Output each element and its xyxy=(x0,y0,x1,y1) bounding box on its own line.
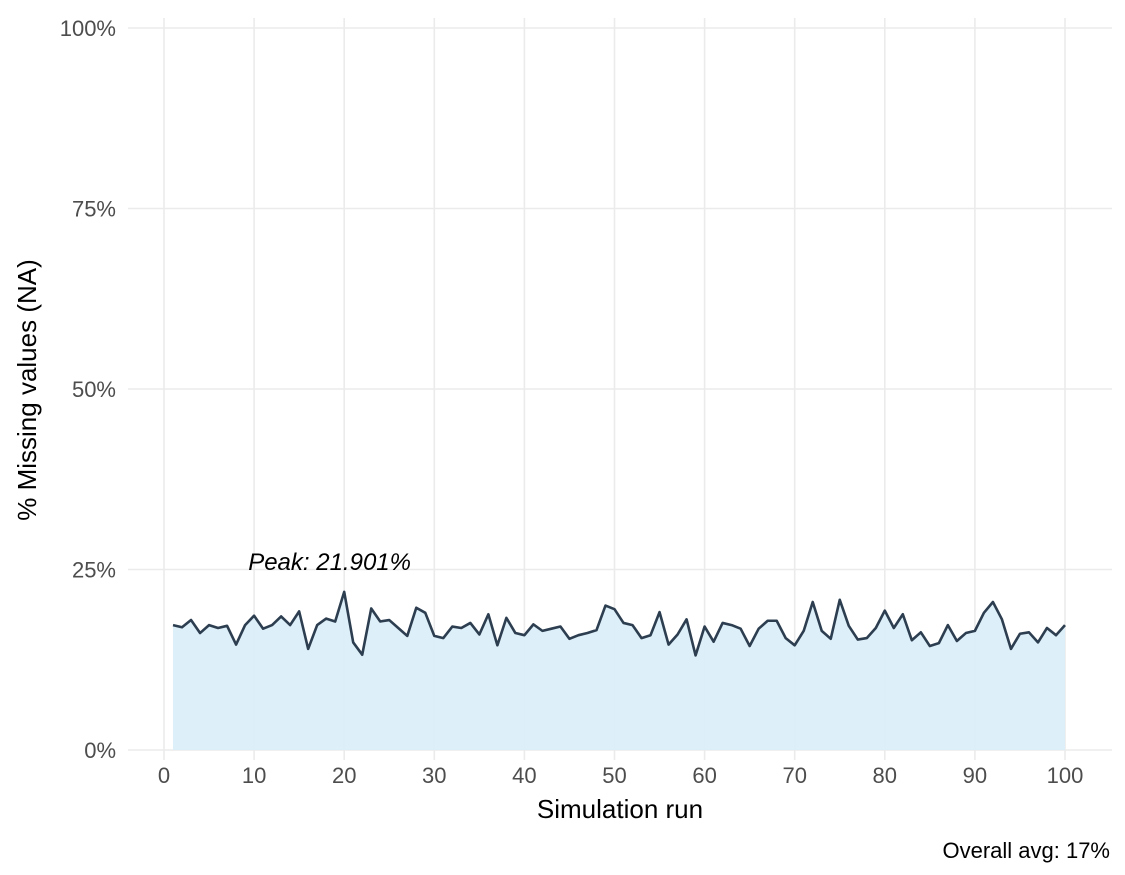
x-tick-label: 50 xyxy=(602,763,626,788)
x-tick-label: 30 xyxy=(422,763,446,788)
x-tick-label: 0 xyxy=(158,763,170,788)
y-axis-ticks: 0% 25% 50% 75% 100% xyxy=(60,16,116,763)
x-axis-ticks: 0 10 20 30 40 50 60 70 80 90 100 xyxy=(158,763,1083,788)
y-tick-label: 50% xyxy=(72,377,116,402)
y-tick-label: 25% xyxy=(72,558,116,583)
x-tick-label: 70 xyxy=(782,763,806,788)
x-axis-title: Simulation run xyxy=(537,794,703,824)
x-tick-label: 40 xyxy=(512,763,536,788)
x-tick-label: 90 xyxy=(963,763,987,788)
caption: Overall avg: 17% xyxy=(942,838,1110,863)
x-tick-label: 80 xyxy=(873,763,897,788)
series-line xyxy=(172,590,1066,657)
area-fill xyxy=(173,591,1065,750)
x-tick-label: 100 xyxy=(1047,763,1084,788)
y-axis-title: % Missing values (NA) xyxy=(12,259,42,521)
y-tick-label: 0% xyxy=(84,738,116,763)
x-tick-label: 10 xyxy=(242,763,266,788)
peak-annotation: Peak: 21.901% xyxy=(248,549,411,576)
x-tick-label: 60 xyxy=(692,763,716,788)
x-tick-label: 20 xyxy=(332,763,356,788)
y-tick-label: 100% xyxy=(60,16,116,41)
y-tick-label: 75% xyxy=(72,197,116,222)
